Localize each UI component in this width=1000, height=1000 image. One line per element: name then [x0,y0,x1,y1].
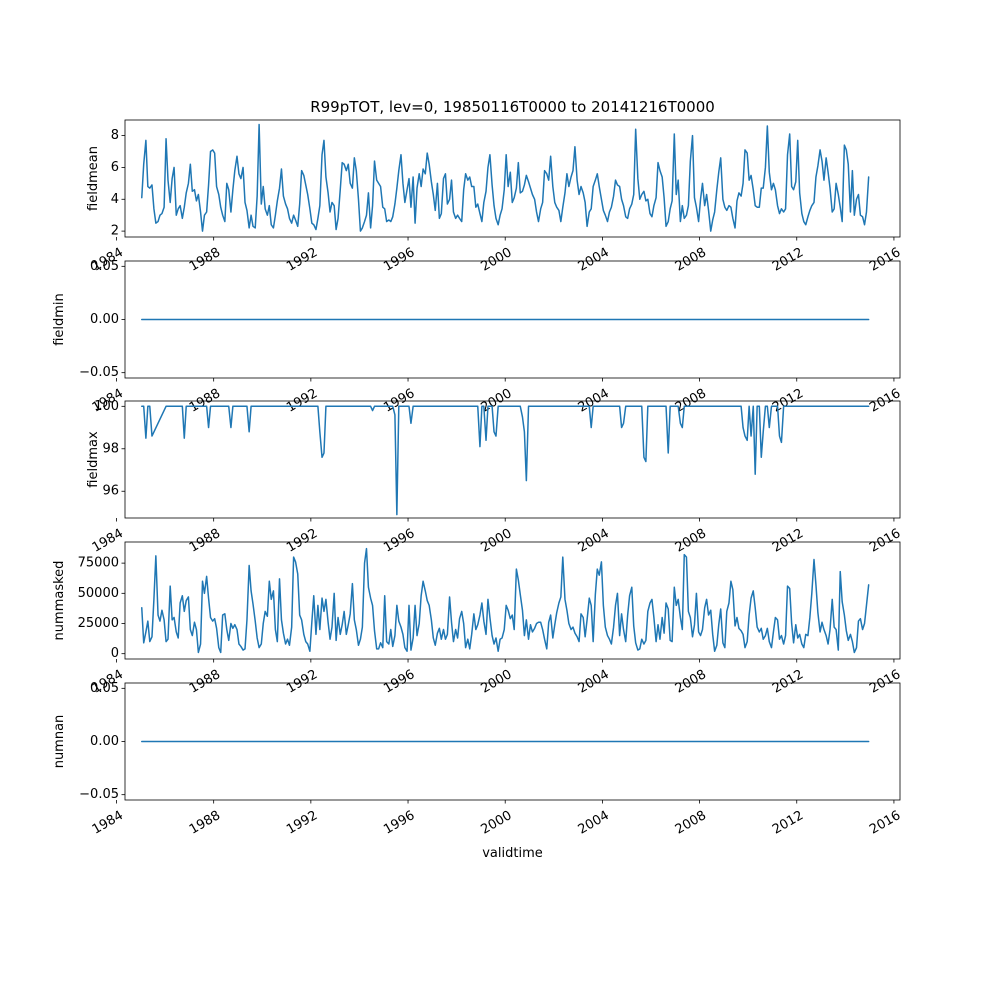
fieldmax-ytick-label: 100 [94,399,119,414]
fieldmean-ylabel: fieldmean [86,146,101,211]
fieldmin-ytick-label: −0.05 [79,365,119,380]
panel-fieldmax: 96 98 100 1984 1988 1992 1996 2000 2004 2008 2012 2… [86,399,903,556]
nummasked-ytick-label: 50000 [78,586,119,601]
numnan-xtick-label: 1984 [90,808,126,838]
fieldmax-axes-frame [124,400,901,519]
fieldmean-ytick-label: 2 [111,224,119,239]
fieldmax-ytick-label: 98 [102,441,119,456]
fieldmean-xtick-label: 1992 [284,245,320,275]
chart-title: R99pTOT, lev=0, 19850116T0000 to 2014121… [310,98,715,116]
fieldmean-ytick-label: 8 [111,128,119,143]
nummasked-xtick-label: 2000 [478,667,514,697]
numnan-xtick-label: 1992 [284,808,320,838]
numnan-xtick-label: 2008 [673,808,709,838]
nummasked-xtick-label: 2004 [576,667,612,697]
fieldmean-xtick-label: 1988 [187,245,223,275]
fieldmin-ytick-label: 0.00 [90,312,119,327]
nummasked-ytick-label: 0 [111,646,119,661]
fieldmean-xtick-label: 2004 [576,245,612,275]
numnan-xtick-label: 2000 [478,808,514,838]
fieldmean-xtick-label: 2016 [867,245,903,275]
nummasked-xtick-label: 2012 [770,667,806,697]
nummasked-xtick-label: 2008 [673,667,709,697]
fieldmean-series-line [141,123,870,232]
fieldmean-ytick-label: 4 [111,192,119,207]
fieldmax-xtick-label: 2012 [770,526,806,556]
nummasked-ytick-label: 25000 [78,616,119,631]
numnan-xtick-label: 2004 [576,808,612,838]
fieldmax-xtick-label: 2008 [673,526,709,556]
fieldmax-xtick-label: 1992 [284,526,320,556]
numnan-xtick-label: 2016 [867,808,903,838]
fieldmax-xtick-label: 1988 [187,526,223,556]
fieldmean-xtick-label: 2000 [478,245,514,275]
numnan-ytick-label: −0.05 [79,787,119,802]
fieldmean-xtick-label: 2012 [770,245,806,275]
nummasked-series-line [141,547,870,654]
numnan-ytick-label: 0.05 [90,681,119,696]
fieldmean-ytick-label: 6 [111,160,119,175]
fieldmax-series-line [141,405,870,516]
fieldmax-xtick-label: 2004 [576,526,612,556]
numnan-xtick-label: 1996 [381,808,417,838]
fieldmax-ylabel: fieldmax [86,431,101,488]
nummasked-axes-frame [124,541,901,660]
fieldmean-xtick-label: 1996 [381,245,417,275]
fieldmin-ytick-label: 0.05 [90,259,119,274]
panel-numnan: −0.05 0.00 0.05 1984 1988 1992 1996 2000 2004 200… [52,681,903,861]
numnan-ytick-label: 0.00 [90,734,119,749]
fieldmax-xtick-label: 2016 [867,526,903,556]
nummasked-ylabel: nummasked [52,561,67,641]
fieldmin-ylabel: fieldmin [52,293,67,346]
numnan-ylabel: numnan [52,715,67,769]
nummasked-xtick-label: 1988 [187,667,223,697]
fieldmax-xtick-label: 1996 [381,526,417,556]
fieldmean-axes-frame [124,119,901,238]
nummasked-xtick-label: 1996 [381,667,417,697]
fieldmean-xtick-label: 2008 [673,245,709,275]
x-axis-label: validtime [482,846,543,861]
fieldmax-xtick-label: 2000 [478,526,514,556]
nummasked-xtick-label: 2016 [867,667,903,697]
fieldmax-xtick-label: 1984 [90,526,126,556]
nummasked-ytick-label: 75000 [78,556,119,571]
fieldmax-ytick-label: 96 [102,484,119,499]
numnan-xtick-label: 1988 [187,808,223,838]
numnan-xtick-label: 2012 [770,808,806,838]
nummasked-xtick-label: 1992 [284,667,320,697]
